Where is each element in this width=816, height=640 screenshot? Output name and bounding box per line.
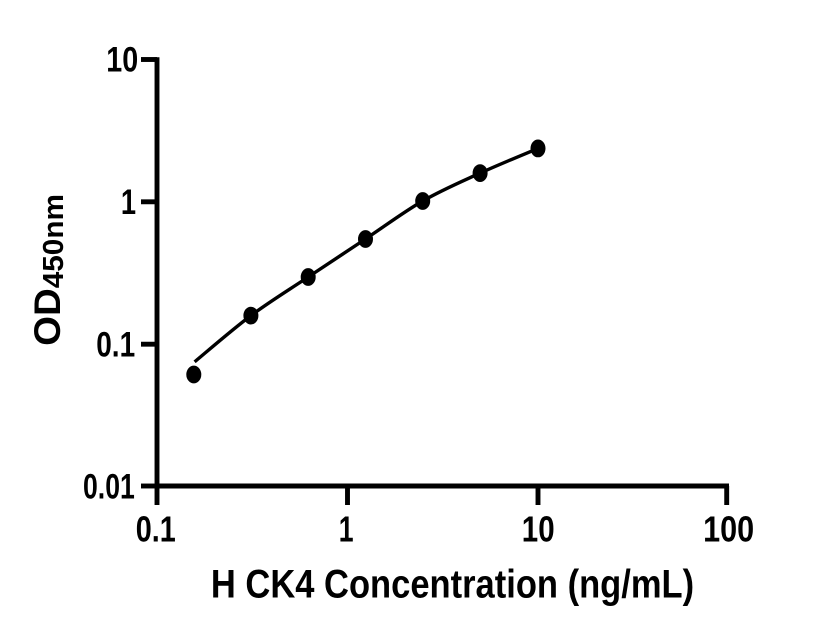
svg-text:1: 1 xyxy=(121,183,136,222)
svg-text:10: 10 xyxy=(522,509,555,549)
svg-text:10: 10 xyxy=(106,40,138,79)
svg-text:0.1: 0.1 xyxy=(96,324,135,364)
svg-text:1: 1 xyxy=(339,509,354,550)
svg-text:H CK4 Concentration (ng/mL): H CK4 Concentration (ng/mL) xyxy=(211,561,694,606)
svg-text:0.01: 0.01 xyxy=(83,467,135,506)
svg-text:OD450nm: OD450nm xyxy=(27,194,70,346)
svg-text:0.1: 0.1 xyxy=(136,508,176,549)
svg-text:100: 100 xyxy=(703,510,754,550)
